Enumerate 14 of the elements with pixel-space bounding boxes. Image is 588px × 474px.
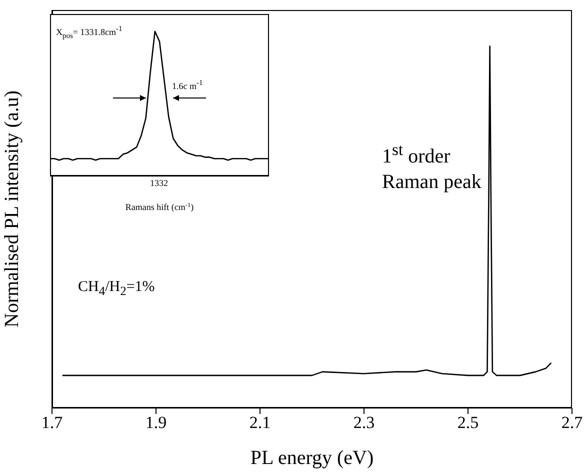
annotation: 1332 (149, 178, 169, 190)
x-tick-label: 2.3 (353, 413, 375, 432)
y-axis-title: Normalised PL intensity (a.u) (1, 90, 23, 328)
x-tick-label: 2.7 (561, 413, 584, 432)
annotation: CH$_{4}$/H$_{2}$=1% (78, 278, 156, 300)
annotation: 1$^{st}$ order Raman peak (382, 140, 482, 195)
x-tick-label: 2.1 (249, 413, 271, 432)
x-tick-label: 1.9 (145, 413, 167, 432)
x-axis-title: PL energy (eV) (250, 447, 374, 469)
x-axis-title: Ramans hift (cm$^{-1}$) (125, 202, 194, 212)
x-tick-label: 2.5 (457, 413, 479, 432)
annotation: X$_{pos}$= 1331.8cm$^{-1}$ (56, 24, 124, 40)
annotation: 1.6c m$^{-1}$ (172, 78, 204, 92)
x-tick-label: 1.7 (41, 413, 64, 432)
